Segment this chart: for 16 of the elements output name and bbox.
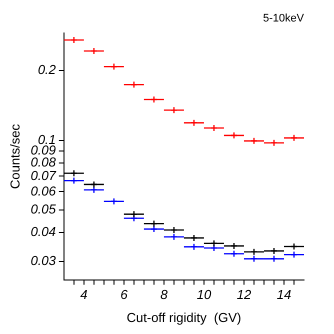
y-tick-label: 0.08 xyxy=(30,154,57,170)
x-tick-label: 4 xyxy=(80,287,88,302)
y-tick-label: 0.2 xyxy=(38,62,57,78)
x-tick-label: 14 xyxy=(276,287,292,302)
y-axis-title: Counts/sec xyxy=(7,123,22,190)
chart-title: 5-10keV xyxy=(263,12,305,25)
y-tick-label: 0.07 xyxy=(30,168,57,183)
x-tick-label: 8 xyxy=(160,287,168,302)
x-tick-label: 10 xyxy=(196,287,212,302)
x-axis-title: Cut-off rigidity (GV) xyxy=(126,310,242,325)
y-tick-label: 0.04 xyxy=(30,224,56,240)
x-tick-label: 6 xyxy=(120,287,128,302)
y-tick-label: 0.03 xyxy=(30,253,57,268)
y-tick-label: 0.06 xyxy=(30,183,57,198)
y-tick-label: 0.05 xyxy=(30,202,57,217)
x-tick-label: 12 xyxy=(236,287,252,302)
